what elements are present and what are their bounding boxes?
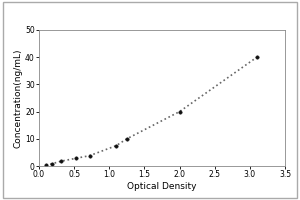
Y-axis label: Concentration(ng/mL): Concentration(ng/mL)	[13, 48, 22, 148]
X-axis label: Optical Density: Optical Density	[127, 182, 197, 191]
